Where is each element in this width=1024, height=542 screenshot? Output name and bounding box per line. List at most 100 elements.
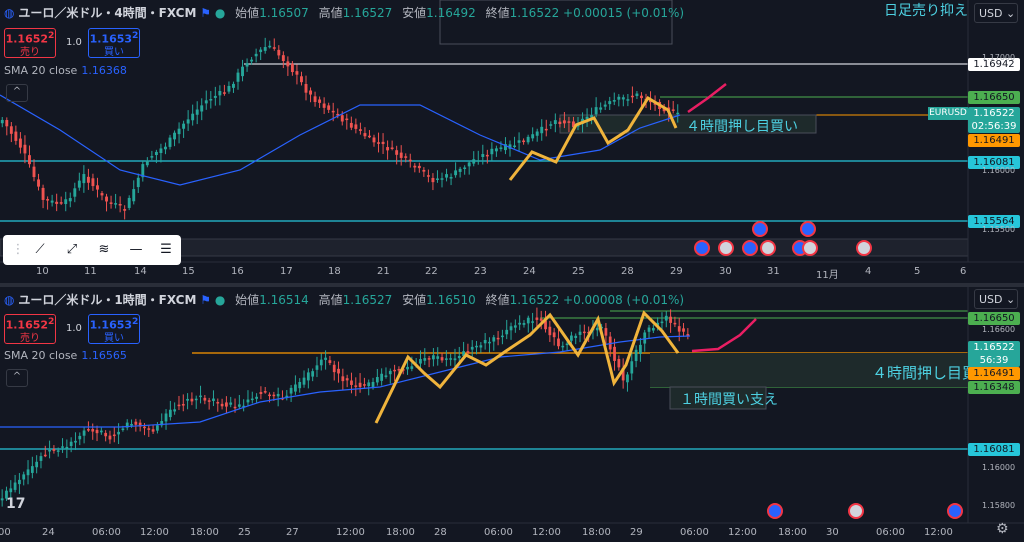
event-us-icon[interactable]	[848, 503, 864, 519]
event-us-icon[interactable]	[856, 240, 872, 256]
candle	[562, 120, 566, 124]
low-label: 安値	[402, 6, 427, 20]
candle	[272, 47, 276, 49]
price-label-16491: 1.16491	[968, 367, 1020, 380]
buy-button[interactable]: 1.16532 買い	[88, 314, 140, 344]
candle	[276, 393, 280, 397]
candle	[363, 384, 366, 386]
flag-icon[interactable]: ⚑	[200, 6, 212, 20]
candle	[604, 328, 608, 336]
candle	[9, 488, 13, 493]
low-value: 1.16510	[426, 293, 476, 307]
candle	[630, 95, 634, 98]
x-tick-label: 24	[42, 527, 55, 538]
high-label: 高値	[318, 293, 343, 307]
drag-handle-icon[interactable]: ⋮	[11, 242, 25, 257]
candle	[404, 156, 408, 158]
candle	[522, 323, 526, 325]
candle	[375, 377, 379, 383]
candle	[466, 351, 470, 353]
event-us-icon[interactable]	[802, 240, 818, 256]
gear-icon[interactable]: ⚙	[996, 521, 1009, 537]
candle	[384, 375, 388, 377]
pane-separator[interactable]	[0, 283, 1024, 287]
candle	[14, 131, 18, 141]
candle	[372, 137, 376, 143]
event-eur-icon[interactable]	[767, 503, 783, 519]
event-eur-icon[interactable]	[694, 240, 710, 256]
candle	[302, 377, 306, 385]
candle	[585, 116, 589, 119]
candle	[259, 392, 263, 395]
status-dot-icon: ●	[214, 293, 226, 307]
candle	[393, 369, 396, 372]
candle	[513, 145, 516, 148]
trend-line-icon[interactable]: ⟋	[35, 242, 45, 257]
collapse-legend-button[interactable]: ^	[6, 369, 28, 387]
symbol-title[interactable]: ユーロ／米ドル・4時間・FXCM	[18, 6, 197, 20]
collapse-legend-button[interactable]: ^	[6, 84, 28, 102]
chart-canvas-1h[interactable]	[0, 287, 1024, 542]
sell-button[interactable]: 1.16522 売り	[4, 28, 56, 58]
x-tick-label: 22	[425, 266, 438, 277]
candle	[164, 146, 167, 150]
candle	[572, 121, 575, 128]
candle	[613, 346, 616, 361]
chart-canvas-4h[interactable]	[0, 0, 1024, 283]
candle	[340, 115, 344, 122]
candle	[309, 90, 312, 95]
event-eur-icon[interactable]	[742, 240, 758, 256]
candle	[526, 317, 530, 324]
candle	[104, 432, 108, 437]
candle	[327, 105, 331, 110]
symbol-title[interactable]: ユーロ／米ドル・1時間・FXCM	[18, 293, 197, 307]
candle	[660, 321, 664, 324]
chart-pane-4h[interactable]: ◍ ユーロ／米ドル・4時間・FXCM ⚑ ● 始値1.16507 高値1.165…	[0, 0, 1024, 283]
quantity-value[interactable]: 1.0	[66, 37, 82, 48]
currency-select[interactable]: USD ⌄	[974, 3, 1018, 23]
daily-sell-note: 日足売り抑え	[884, 3, 968, 19]
high-value: 1.16527	[342, 293, 393, 307]
candle	[159, 148, 163, 154]
low-value: 1.16492	[426, 6, 476, 20]
sma-legend[interactable]: SMA 20 close 1.16368	[4, 64, 127, 77]
candle	[449, 358, 453, 360]
candle	[494, 148, 498, 152]
parallel-channel-icon[interactable]: ☰	[160, 242, 172, 257]
candle	[268, 45, 272, 48]
candle	[358, 129, 362, 131]
x-tick-label: 06:00	[92, 527, 121, 538]
buy-button[interactable]: 1.16532 買い	[88, 28, 140, 58]
event-eur-icon[interactable]	[752, 221, 768, 237]
candle	[463, 167, 467, 169]
candle	[298, 382, 302, 389]
sell-button[interactable]: 1.16522 売り	[4, 314, 56, 344]
candle	[617, 96, 621, 100]
candle	[212, 398, 215, 402]
candle	[458, 168, 462, 172]
horizontal-line-icon[interactable]: —	[129, 242, 143, 257]
event-eur-icon[interactable]	[800, 221, 816, 237]
x-tick-label: 06:00	[680, 527, 709, 538]
event-eur-icon[interactable]	[947, 503, 963, 519]
x-tick-label: 12:00	[336, 527, 365, 538]
ray-icon[interactable]: ⤢	[66, 242, 78, 257]
quantity-value[interactable]: 1.0	[66, 323, 82, 334]
candle	[578, 331, 582, 335]
x-tick-label: 18:00	[582, 527, 611, 538]
sma-legend[interactable]: SMA 20 close 1.16565	[4, 349, 127, 362]
x-tick-label: 18:00	[778, 527, 807, 538]
sell-price-sup: 2	[48, 316, 55, 327]
chart-pane-1h[interactable]: ◍ ユーロ／米ドル・1時間・FXCM ⚑ ● 始値1.16514 高値1.165…	[0, 287, 1024, 542]
support-zone	[650, 353, 968, 387]
event-us-icon[interactable]	[760, 240, 776, 256]
event-us-icon[interactable]	[718, 240, 734, 256]
flag-icon[interactable]: ⚑	[200, 293, 212, 307]
candle	[621, 97, 625, 100]
candle	[476, 160, 480, 162]
candle	[35, 461, 39, 468]
axis-price: 1.17000	[982, 53, 1016, 62]
fib-icon[interactable]: ≋	[98, 242, 110, 257]
currency-select[interactable]: USD ⌄	[974, 289, 1018, 309]
candle	[236, 72, 240, 82]
